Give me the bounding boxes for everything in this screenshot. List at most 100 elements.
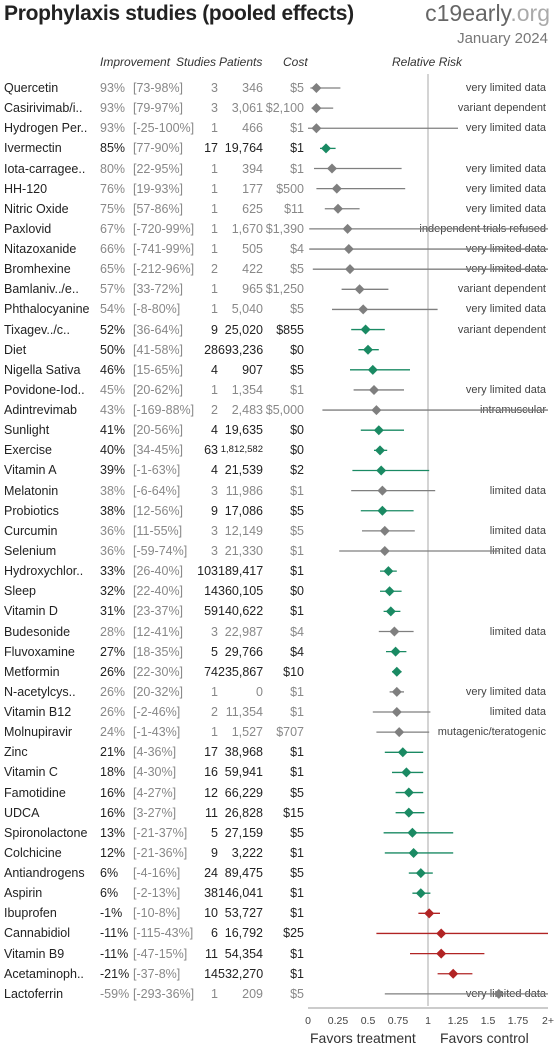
patients-count: 532,270	[218, 966, 264, 981]
table-row[interactable]: Sunlight 41% [20-56%] 4 19,635 $0	[0, 420, 554, 440]
treatment-name: Nitric Oxide	[4, 201, 69, 216]
x-tick-label: 1.25	[448, 1015, 469, 1027]
cost-value: $1	[290, 483, 304, 498]
table-row[interactable]: Acetaminoph.. -21% [-37-8%] 14 532,270 $1	[0, 964, 554, 984]
table-row[interactable]: Metformin 26% [22-30%] 74 235,867 $10	[0, 662, 554, 682]
table-row[interactable]: Vitamin D 31% [23-37%] 59 140,622 $1	[0, 601, 554, 621]
effect-marker	[424, 908, 435, 919]
patients-count: 346	[242, 81, 263, 95]
table-row[interactable]: Diet 50% [41-58%] 28 693,236 $0	[0, 340, 554, 360]
table-row[interactable]: Selenium 36% [-59-74%] 3 21,330 $1 limited dat…	[0, 541, 554, 561]
table-row[interactable]: Quercetin 93% [73-98%] 3 346 $5 very limited d…	[0, 78, 554, 98]
patients-count: 1,812,582	[220, 444, 263, 456]
confidence-interval: [-6-64%]	[133, 483, 181, 498]
data-note: very limited data	[465, 383, 546, 396]
improvement-value: 38%	[100, 483, 126, 498]
effect-marker	[403, 787, 414, 798]
improvement-value: 75%	[100, 201, 126, 216]
confidence-interval: [20-56%]	[133, 423, 184, 438]
cost-value: $5	[290, 523, 304, 538]
data-note: very limited data	[465, 82, 546, 94]
table-row[interactable]: Paxlovid 67% [-720-99%] 1 1,670 $1,390 indepen…	[0, 219, 554, 239]
improvement-value: 27%	[100, 644, 126, 659]
patients-count: 27,159	[224, 825, 263, 840]
table-row[interactable]: Cannabidiol -11% [-115-43%] 6 16,792 $25	[0, 923, 554, 943]
table-row[interactable]: Hydrogen Per.. 93% [-25-100%] 1 466 $1 very li…	[0, 118, 554, 138]
favors-control-label: Favors control	[440, 1030, 529, 1046]
data-note: limited data	[489, 706, 546, 719]
table-row[interactable]: Budesonide 28% [12-41%] 3 22,987 $4 limited da…	[0, 622, 554, 642]
table-row[interactable]: Antiandrogens 6% [-4-16%] 24 89,475 $5	[0, 863, 554, 883]
patients-count: 965	[242, 282, 263, 297]
table-row[interactable]: Spironolactone 13% [-21-37%] 5 27,159 $5	[0, 823, 554, 843]
treatment-name: Iota-carragee..	[4, 161, 86, 176]
table-row[interactable]: Zinc 21% [4-36%] 17 38,968 $1	[0, 742, 554, 762]
table-row[interactable]: Nigella Sativa 46% [15-65%] 4 907 $5	[0, 360, 554, 380]
table-row[interactable]: HH-120 76% [19-93%] 1 177 $500 very limited da…	[0, 179, 554, 199]
confidence-interval: [19-93%]	[133, 181, 184, 196]
improvement-value: 65%	[100, 262, 126, 277]
confidence-interval: [-115-43%]	[133, 926, 194, 941]
treatment-name: Famotidine	[4, 785, 66, 800]
patients-count: 29,766	[224, 644, 263, 659]
table-row[interactable]: Adintrevimab 43% [-169-88%] 2 2,483 $5,000 int…	[0, 400, 554, 420]
confidence-interval: [12-41%]	[133, 624, 184, 639]
table-row[interactable]: Exercise 40% [34-45%] 63 1,812,582 $0	[0, 440, 554, 460]
cost-value: $1	[290, 141, 304, 156]
brand-logo[interactable]: c19early.org	[425, 0, 550, 27]
table-row[interactable]: Famotidine 16% [4-27%] 12 66,229 $5	[0, 783, 554, 803]
table-row[interactable]: Tixagev../c.. 52% [36-64%] 9 25,020 $855 varia…	[0, 320, 554, 340]
table-row[interactable]: N-acetylcys.. 26% [20-32%] 1 0 $1 very limited…	[0, 682, 554, 702]
table-row[interactable]: Vitamin B9 -11% [-47-15%] 11 54,354 $1	[0, 944, 554, 964]
improvement-value: 93%	[100, 121, 126, 136]
improvement-value: -21%	[100, 966, 130, 981]
confidence-interval: [-25-100%]	[133, 121, 195, 136]
table-row[interactable]: Phthalocyanine 54% [-8-80%] 1 5,040 $5 very li…	[0, 299, 554, 319]
table-row[interactable]: Vitamin C 18% [4-30%] 16 59,941 $1	[0, 762, 554, 782]
improvement-value: -59%	[100, 986, 130, 1001]
table-row[interactable]: Melatonin 38% [-6-64%] 3 11,986 $1 limited dat…	[0, 481, 554, 501]
confidence-interval: [22-95%]	[133, 161, 184, 176]
confidence-interval: [-47-15%]	[133, 946, 188, 961]
treatment-name: Melatonin	[4, 483, 59, 498]
treatment-name: Phthalocyanine	[4, 302, 90, 317]
cost-value: $15	[283, 805, 304, 820]
table-row[interactable]: Vitamin B12 26% [-2-46%] 2 11,354 $1 limited d…	[0, 702, 554, 722]
table-row[interactable]: Casirivimab/i.. 93% [79-97%] 3 3,061 $2,100 va…	[0, 98, 554, 118]
table-row[interactable]: UDCA 16% [3-27%] 11 26,828 $15	[0, 803, 554, 823]
table-row[interactable]: Ivermectin 85% [77-90%] 17 19,764 $1	[0, 138, 554, 158]
table-row[interactable]: Fluvoxamine 27% [18-35%] 5 29,766 $4	[0, 642, 554, 662]
data-note: limited data	[489, 625, 546, 638]
studies-count: 9	[211, 503, 218, 518]
studies-count: 3	[211, 101, 218, 116]
effect-marker	[385, 606, 396, 617]
effect-marker	[391, 666, 402, 677]
table-row[interactable]: Ibuprofen -1% [-10-8%] 10 53,727 $1	[0, 903, 554, 923]
table-row[interactable]: Povidone-Iod.. 45% [20-62%] 1 1,354 $1 very li…	[0, 380, 554, 400]
table-row[interactable]: Colchicine 12% [-21-36%] 9 3,222 $1	[0, 843, 554, 863]
table-row[interactable]: Probiotics 38% [12-56%] 9 17,086 $5	[0, 501, 554, 521]
table-row[interactable]: Aspirin 6% [-2-13%] 38 146,041 $1	[0, 883, 554, 903]
effect-marker	[436, 948, 447, 959]
table-row[interactable]: Hydroxychlor.. 33% [26-40%] 103 189,417 $1	[0, 561, 554, 581]
data-note: very limited data	[465, 182, 546, 195]
effect-marker	[415, 868, 426, 879]
table-row[interactable]: Iota-carragee.. 80% [22-95%] 1 394 $1 very lim…	[0, 159, 554, 179]
table-row[interactable]: Sleep 32% [22-40%] 14 360,105 $0	[0, 581, 554, 601]
table-row[interactable]: Lactoferrin -59% [-293-36%] 1 209 $5 very limi…	[0, 984, 554, 1004]
studies-count: 1	[211, 684, 218, 699]
patients-count: 54,354	[224, 946, 263, 961]
confidence-interval: [-8-80%]	[133, 302, 181, 317]
confidence-interval: [-4-16%]	[133, 866, 181, 881]
improvement-value: -11%	[100, 926, 129, 941]
table-row[interactable]: Molnupiravir 24% [-1-43%] 1 1,527 $707 mutagen…	[0, 722, 554, 742]
effect-marker	[407, 827, 418, 838]
table-row[interactable]: Nitric Oxide 75% [57-86%] 1 625 $11 very limit…	[0, 199, 554, 219]
table-row[interactable]: Vitamin A 39% [-1-63%] 4 21,539 $2	[0, 460, 554, 480]
patients-count: 11,354	[225, 705, 263, 720]
studies-count: 2	[211, 705, 218, 720]
table-row[interactable]: Curcumin 36% [11-55%] 3 12,149 $5 limited data	[0, 521, 554, 541]
studies-count: 1	[211, 302, 218, 317]
table-row[interactable]: Bamlaniv../e.. 57% [33-72%] 1 965 $1,250 varia…	[0, 279, 554, 299]
x-tick-label: 1.5	[481, 1015, 496, 1027]
